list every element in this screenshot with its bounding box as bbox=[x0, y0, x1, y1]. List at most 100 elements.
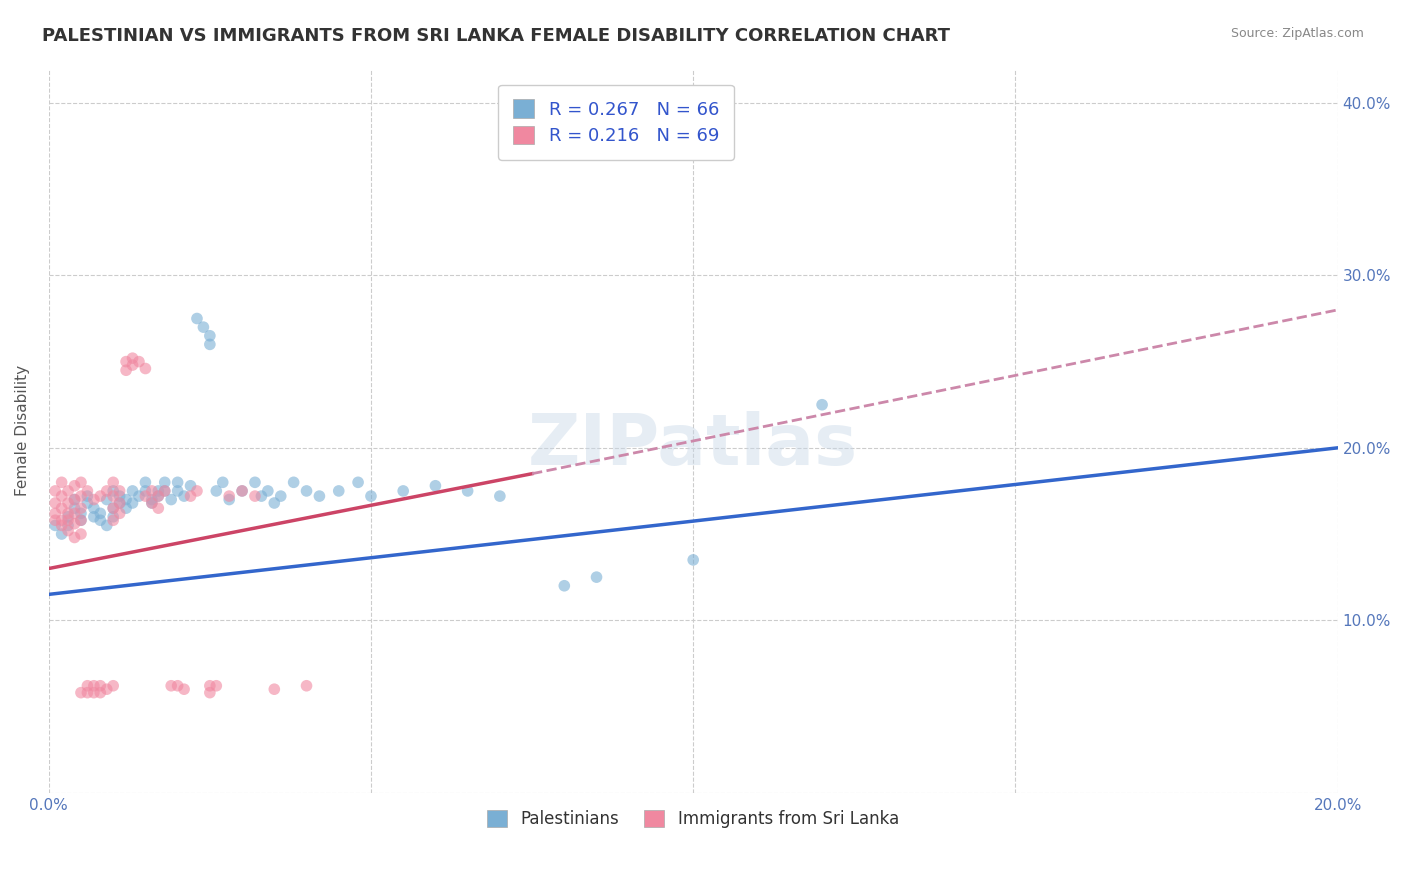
Point bbox=[173, 682, 195, 697]
Point bbox=[243, 475, 266, 490]
Point bbox=[83, 686, 105, 700]
Point bbox=[425, 479, 447, 493]
Point bbox=[51, 527, 73, 541]
Point bbox=[360, 489, 382, 503]
Point bbox=[70, 501, 93, 516]
Point bbox=[103, 501, 125, 516]
Point bbox=[76, 686, 98, 700]
Point bbox=[141, 496, 163, 510]
Point bbox=[70, 489, 93, 503]
Point bbox=[166, 679, 188, 693]
Point bbox=[115, 363, 138, 377]
Point bbox=[186, 483, 208, 498]
Point bbox=[108, 506, 131, 520]
Point bbox=[96, 492, 118, 507]
Point bbox=[108, 483, 131, 498]
Point bbox=[63, 506, 86, 520]
Point bbox=[270, 489, 292, 503]
Point bbox=[103, 509, 125, 524]
Point bbox=[153, 475, 176, 490]
Point bbox=[198, 686, 221, 700]
Point bbox=[115, 492, 138, 507]
Point bbox=[180, 479, 202, 493]
Point bbox=[148, 483, 170, 498]
Point bbox=[166, 483, 188, 498]
Point bbox=[295, 483, 318, 498]
Point bbox=[89, 489, 111, 503]
Point bbox=[70, 513, 93, 527]
Point bbox=[70, 475, 93, 490]
Point bbox=[198, 679, 221, 693]
Point bbox=[89, 686, 111, 700]
Point bbox=[83, 501, 105, 516]
Point bbox=[250, 489, 273, 503]
Point bbox=[44, 518, 66, 533]
Point bbox=[96, 518, 118, 533]
Point bbox=[263, 496, 285, 510]
Point bbox=[103, 489, 125, 503]
Point bbox=[153, 483, 176, 498]
Point bbox=[51, 513, 73, 527]
Point bbox=[63, 501, 86, 516]
Point bbox=[51, 518, 73, 533]
Point bbox=[166, 475, 188, 490]
Point bbox=[263, 682, 285, 697]
Point bbox=[76, 489, 98, 503]
Point bbox=[108, 489, 131, 503]
Legend: Palestinians, Immigrants from Sri Lanka: Palestinians, Immigrants from Sri Lanka bbox=[481, 804, 905, 835]
Point bbox=[44, 513, 66, 527]
Point bbox=[218, 492, 240, 507]
Point bbox=[76, 496, 98, 510]
Point bbox=[121, 496, 143, 510]
Point bbox=[56, 524, 79, 538]
Point bbox=[243, 489, 266, 503]
Text: Source: ZipAtlas.com: Source: ZipAtlas.com bbox=[1230, 27, 1364, 40]
Point bbox=[585, 570, 607, 584]
Point bbox=[128, 354, 150, 368]
Point bbox=[134, 361, 156, 376]
Point bbox=[51, 475, 73, 490]
Point bbox=[198, 337, 221, 351]
Point bbox=[83, 492, 105, 507]
Point bbox=[70, 527, 93, 541]
Point bbox=[347, 475, 370, 490]
Point bbox=[96, 483, 118, 498]
Point bbox=[392, 483, 415, 498]
Point bbox=[257, 483, 280, 498]
Point bbox=[70, 513, 93, 527]
Point bbox=[148, 489, 170, 503]
Point bbox=[115, 501, 138, 516]
Point bbox=[83, 679, 105, 693]
Point bbox=[108, 496, 131, 510]
Point bbox=[44, 506, 66, 520]
Point bbox=[44, 483, 66, 498]
Point bbox=[198, 328, 221, 343]
Point bbox=[134, 475, 156, 490]
Point bbox=[173, 489, 195, 503]
Y-axis label: Female Disability: Female Disability bbox=[15, 365, 30, 496]
Point bbox=[186, 311, 208, 326]
Point bbox=[211, 475, 233, 490]
Point bbox=[56, 483, 79, 498]
Point bbox=[63, 516, 86, 531]
Point bbox=[76, 483, 98, 498]
Point bbox=[44, 496, 66, 510]
Point bbox=[148, 501, 170, 516]
Point bbox=[103, 679, 125, 693]
Point bbox=[115, 354, 138, 368]
Point bbox=[63, 479, 86, 493]
Point bbox=[295, 679, 318, 693]
Point bbox=[160, 492, 183, 507]
Point bbox=[56, 496, 79, 510]
Point bbox=[51, 501, 73, 516]
Point bbox=[108, 496, 131, 510]
Point bbox=[121, 351, 143, 366]
Point bbox=[682, 553, 704, 567]
Point bbox=[141, 496, 163, 510]
Point bbox=[141, 483, 163, 498]
Point bbox=[218, 489, 240, 503]
Point bbox=[89, 513, 111, 527]
Point bbox=[231, 483, 253, 498]
Point bbox=[153, 483, 176, 498]
Point bbox=[70, 686, 93, 700]
